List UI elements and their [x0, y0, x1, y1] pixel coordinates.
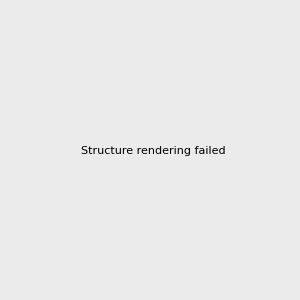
- Text: Structure rendering failed: Structure rendering failed: [81, 146, 226, 157]
